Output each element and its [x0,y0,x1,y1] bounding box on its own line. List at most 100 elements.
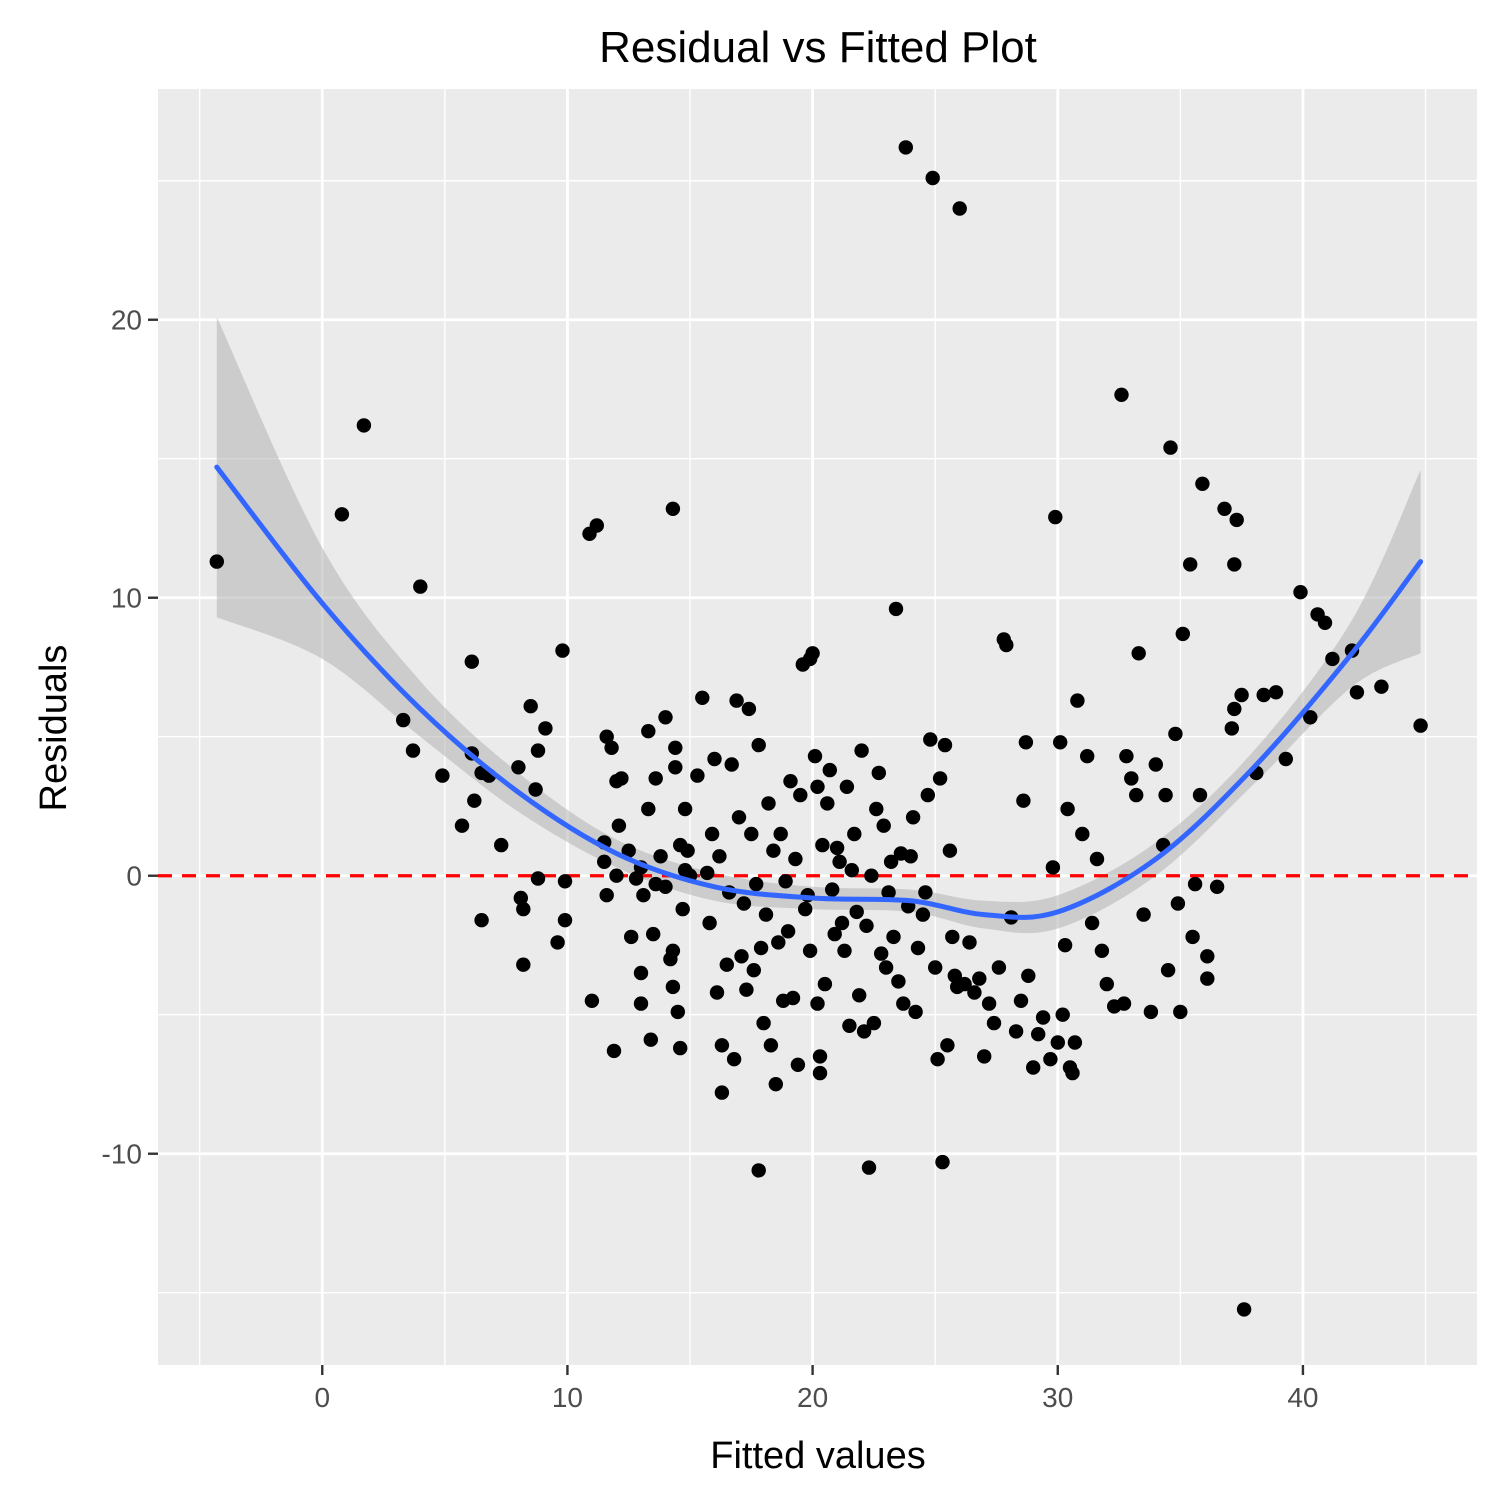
residual-point [849,904,864,920]
residual-point [1160,963,1176,978]
residual-point [1187,876,1203,892]
residual-point [1278,751,1294,767]
residual-point [812,1049,828,1064]
residual-point [751,737,766,753]
residual-point [1234,687,1249,703]
residual-point [646,926,661,942]
residual-point [780,924,796,939]
residual-point [1129,787,1144,803]
residual-point [869,801,884,817]
residual-point [817,976,833,992]
residual-point [751,1163,766,1178]
residual-point [606,1043,622,1059]
residual-point [1143,1004,1159,1020]
residual-point [739,982,754,997]
residual-point [886,929,901,945]
residual-point [1124,771,1139,786]
residual-points [209,140,1428,1317]
residual-point [648,771,663,786]
residual-point [1043,1052,1058,1067]
residual-point [903,849,918,864]
residual-point [555,643,570,658]
residual-point [1413,718,1428,733]
x-tick-label: 30 [1042,1382,1073,1413]
residual-point [731,810,747,825]
residual-point [761,796,776,811]
residual-point [1209,879,1225,894]
residual-point [825,882,840,897]
residual-point [991,960,1007,975]
residual-point [624,929,639,945]
residual-point [788,851,803,867]
residual-point [599,729,614,744]
residual-point [396,712,411,728]
residual-point [665,943,681,958]
y-axis-label: Residuals [33,645,75,812]
residual-point [413,579,428,594]
residual-point [1192,787,1208,803]
residual-point [1045,860,1061,875]
residual-point [778,874,793,889]
residual-point [937,737,953,753]
residual-point [876,818,891,833]
residual-point [702,915,717,931]
residual-point [834,915,850,931]
residual-point [820,796,835,811]
residual-point [977,1049,992,1064]
residual-point [935,1154,950,1170]
residual-point [810,996,825,1011]
residual-point [658,710,673,725]
residual-point [1021,968,1036,983]
residual-point [1057,938,1073,953]
residual-point [1053,735,1068,750]
residual-point [719,957,734,972]
residual-point [707,751,722,767]
residual-point [856,1024,872,1039]
residual-point [947,968,962,983]
residual-point [839,779,855,794]
residual-point [1018,735,1034,750]
residual-point [923,732,938,747]
residual-point [584,993,600,1008]
residual-point [1026,1060,1041,1075]
residual-point [1055,1007,1070,1022]
residual-point [802,943,818,958]
residual-point [852,988,867,1003]
loess-smooth-line [214,464,1424,920]
residual-point [665,501,681,516]
residual-point [905,810,921,825]
residual-point [888,601,904,617]
residual-point [700,865,715,881]
residual-point [883,854,899,869]
residual-point [942,843,958,858]
residual-point [494,837,509,853]
residual-point [628,871,644,886]
residual-point [1374,679,1389,694]
residual-point [611,818,627,833]
residual-point [712,849,727,864]
residual-point [1119,749,1134,764]
confidence-band [216,317,1421,934]
residual-point [1114,387,1129,402]
x-tick-label: 0 [314,1382,330,1413]
residual-point [454,818,470,833]
residual-point [1148,757,1164,772]
residual-point [1349,685,1365,700]
residual-point [910,940,926,956]
residual-point [1303,710,1318,725]
residual-point [844,863,859,878]
residual-point [822,762,837,778]
y-tick-label: 10 [111,583,142,614]
residual-point [614,771,629,786]
residual-point [945,929,960,945]
residual-point [665,979,681,995]
x-tick-label: 10 [552,1382,583,1413]
residual-point [763,1038,779,1053]
residual-point [881,885,896,900]
residual-point [673,1040,688,1056]
residual-point [1168,726,1183,742]
residual-point [871,765,886,781]
x-axis-ticks: 0 10 20 30 40 [314,1365,1319,1413]
residual-point [734,949,749,964]
residual-point [1158,787,1173,803]
